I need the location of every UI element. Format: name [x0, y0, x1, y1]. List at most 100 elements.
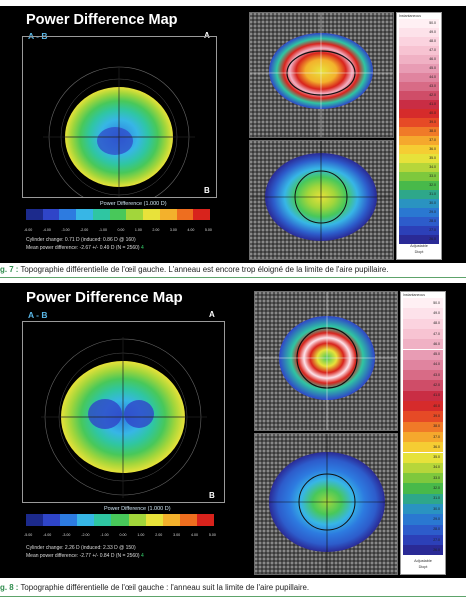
legend-row: 46.0: [403, 339, 443, 350]
scale-tick: -4.00: [42, 228, 51, 232]
legend-row: 49.0: [403, 308, 443, 319]
legend-row: 39.0: [403, 411, 443, 422]
legend-value: 41.0: [429, 102, 436, 106]
legend-row: 29.0: [399, 208, 439, 217]
legend-row: 27.0: [403, 534, 443, 546]
figure-7-scale-title: Power Difference (1.000 D): [100, 201, 167, 207]
scale-swatch: [42, 209, 60, 220]
mean-value-n: 0.49 D (N = 2560): [99, 245, 140, 251]
legend-row: 29.0: [403, 514, 443, 525]
legend-row: 48.0: [399, 37, 439, 46]
scale-swatch: [145, 514, 163, 526]
legend-value: 48.0: [429, 39, 436, 43]
legend-row: 50.0: [403, 298, 443, 309]
mean-label: Mean power difference:: [26, 245, 79, 251]
scale-tick: 0.00: [117, 228, 125, 232]
scale-swatch: [59, 209, 77, 220]
scale-tick: 4.00: [187, 228, 195, 232]
legend-row: 34.0: [399, 163, 439, 172]
legend-value: 32.0: [433, 486, 440, 491]
scale-tick: 1.00: [134, 228, 142, 232]
legend-value: 30.0: [433, 506, 440, 511]
scale-tick: 3.00: [169, 228, 177, 232]
figure-8-topography-a: [254, 291, 398, 431]
legend-row: 42.0: [403, 380, 443, 391]
legend-value: 45.0: [429, 66, 436, 70]
figure-8-difference-map-panel: [22, 321, 225, 503]
scale-swatch: [109, 209, 127, 220]
scale-swatch: [43, 514, 61, 526]
legend-value: 28.0: [429, 219, 436, 223]
legend-row: 30.0: [403, 504, 443, 515]
scale-tick: 5.00: [204, 228, 212, 232]
legend-row: 37.0: [399, 136, 439, 145]
legend-value: 40.0: [433, 403, 440, 408]
legend-value: 37.0: [433, 434, 440, 439]
legend-value: 40.0: [429, 111, 436, 115]
figure-8-title: Power Difference Map: [26, 289, 183, 306]
scale-swatch: [126, 209, 144, 220]
legend-row: 44.0: [403, 359, 443, 371]
legend-value: 29.0: [429, 210, 436, 214]
legend-row: 42.0: [399, 91, 439, 100]
separator: [0, 596, 466, 597]
figure-7-label-b: B: [204, 186, 210, 195]
legend-row: 47.0: [399, 46, 439, 55]
figure-7-mean-power: Mean power difference: -2.67 +/- 0.49 D …: [26, 245, 144, 251]
legend-value: 43.0: [433, 372, 440, 377]
figure-7-caption-label: g. 7 :: [0, 265, 19, 274]
figure-8-power-difference-map: Power Difference Map A - B A B: [0, 283, 466, 578]
legend-row: 34.0: [403, 462, 443, 474]
scale-tick: 2.00: [152, 228, 160, 232]
figure-7-label-a: A: [204, 31, 210, 40]
figure-8-scale-title: Power Difference (1.000 D): [104, 506, 171, 512]
legend-value: 46.0: [433, 341, 440, 346]
scale-tick: -1.00: [98, 228, 107, 232]
legend-row: 40.0: [399, 109, 439, 118]
scale-swatch: [143, 209, 160, 220]
legend-value: 34.0: [429, 165, 436, 169]
legend-row: 47.0: [403, 328, 443, 340]
figure-8-topography-b: [254, 433, 398, 575]
scale-tick: 1.00: [137, 533, 145, 537]
figure-8-topography-b-image: [255, 434, 397, 574]
scale-swatch: [26, 209, 43, 220]
legend-value: 42.0: [429, 93, 436, 97]
legend-row: 26.0: [403, 545, 443, 556]
legend-footer-unit: Diopt: [414, 250, 424, 254]
legend-row: 46.0: [399, 55, 439, 64]
legend-footer-unit: Diopt: [418, 565, 428, 569]
figure-7-power-difference-map: Power Difference Map A - B A B Pow: [0, 6, 466, 263]
legend-row: 35.0: [403, 452, 443, 463]
scale-swatch: [111, 514, 129, 526]
legend-value: 41.0: [433, 393, 440, 398]
figure-7-difference-map: [43, 66, 195, 197]
scale-swatch: [128, 514, 146, 526]
legend-value: 48.0: [433, 321, 440, 326]
legend-value: 47.0: [429, 48, 436, 52]
legend-footer: Adjustable: [414, 559, 432, 563]
figure-8-subtitle: A - B: [28, 310, 48, 320]
legend-row: 37.0: [403, 431, 443, 443]
legend-value: 39.0: [429, 120, 436, 124]
figure-7-cylinder-change: Cylinder change: 0.71 D (induced: 0.86 D…: [26, 237, 136, 243]
legend-value: 39.0: [433, 413, 440, 418]
legend-row: 41.0: [403, 390, 443, 401]
legend-value: 31.0: [433, 496, 440, 501]
legend-value: 50.0: [429, 21, 436, 25]
legend-row: 39.0: [399, 118, 439, 127]
scale-tick: -5.00: [24, 533, 33, 537]
legend-value: 34.0: [433, 465, 440, 470]
scale-tick: -1.00: [100, 533, 109, 537]
figure-8-caption-label: g. 8 :: [0, 583, 19, 592]
cylinder-value: 0.71 D (induced:: [64, 237, 102, 243]
mean-value: -2.77 +/-: [79, 553, 99, 559]
legend-value: 27.0: [429, 228, 436, 232]
legend-value: 32.0: [429, 183, 436, 187]
legend-row: 31.0: [399, 190, 439, 199]
legend-row: 32.0: [403, 483, 443, 494]
legend-value: 45.0: [433, 352, 440, 357]
mean-index: 4: [141, 245, 144, 251]
scale-tick: -3.00: [61, 228, 70, 232]
figure-8-difference-map: [41, 337, 207, 498]
